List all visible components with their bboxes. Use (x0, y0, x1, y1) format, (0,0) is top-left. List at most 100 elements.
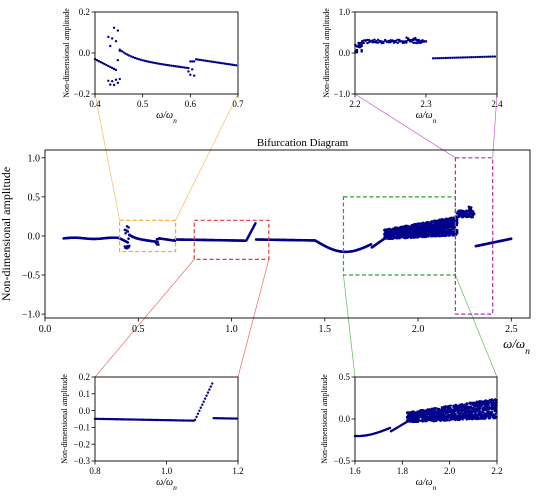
data-point (464, 408, 468, 411)
data-point (118, 48, 121, 51)
data-point (204, 59, 207, 62)
data-point (103, 62, 106, 66)
data-point (130, 55, 133, 58)
main-xtick-label: 1.5 (319, 324, 332, 335)
data-point (112, 67, 116, 71)
data-point (126, 230, 130, 233)
data-point (203, 397, 207, 400)
data-point (198, 409, 201, 412)
data-point (455, 56, 458, 59)
data-point (366, 38, 369, 42)
data-point (509, 237, 513, 241)
data-point (206, 391, 210, 394)
data-point (478, 55, 482, 59)
main-xtick-label: 0.0 (39, 324, 52, 335)
data-point (459, 56, 462, 59)
data-point (444, 56, 448, 60)
data-point (436, 57, 439, 60)
data-point (355, 48, 359, 52)
data-point (164, 63, 167, 66)
data-point (171, 64, 175, 68)
data-point (177, 65, 181, 68)
data-point (124, 231, 127, 235)
data-point (154, 61, 158, 65)
data-point (116, 29, 120, 32)
data-point (183, 66, 186, 69)
zoom-connector-line (94, 93, 120, 221)
data-point (219, 61, 223, 65)
data-point (483, 55, 486, 59)
data-point (227, 62, 230, 66)
data-point (196, 58, 200, 61)
data-point (158, 62, 162, 66)
data-point (373, 38, 376, 41)
inset4-xtick-label: 1.6 (349, 466, 361, 476)
data-point (360, 50, 363, 53)
data-point (116, 81, 120, 85)
data-point (457, 56, 460, 59)
data-point (453, 56, 456, 59)
data-point (127, 226, 130, 229)
data-point (120, 49, 123, 53)
data-point (193, 418, 197, 422)
data-point (223, 62, 226, 65)
data-point (157, 243, 160, 246)
zoom-connector-line (343, 274, 356, 378)
data-point (196, 412, 200, 415)
data-point (128, 244, 131, 248)
data-point (187, 66, 190, 70)
data-point (221, 62, 224, 65)
data-point (476, 55, 480, 59)
main-ytick-label: −1.0 (22, 310, 40, 321)
main-ytick-label: 0.0 (28, 231, 41, 242)
inset2-ytick-label: 1.0 (339, 7, 351, 17)
data-point (451, 56, 454, 59)
data-point (480, 55, 484, 59)
data-point (185, 66, 188, 69)
data-point (461, 56, 465, 59)
data-point (229, 63, 232, 66)
data-point (99, 60, 102, 64)
inset3-y-axis-label: Non-dimensional amplitude (60, 374, 69, 464)
data-point (210, 60, 213, 63)
inset2-xtick-label: 2.3 (420, 99, 432, 109)
data-point (424, 40, 428, 43)
data-point (107, 79, 110, 82)
data-point (434, 57, 437, 60)
data-point (448, 56, 452, 60)
chart-title: Bifurcation Diagram (257, 137, 349, 149)
data-point (469, 206, 473, 209)
data-point (141, 59, 144, 62)
data-point (414, 36, 417, 40)
data-point (206, 59, 209, 63)
data-point (175, 65, 179, 68)
inset2-ytick-label: −1.0 (334, 89, 351, 99)
data-point (114, 78, 118, 81)
data-point (455, 220, 459, 224)
data-point (160, 62, 163, 66)
inset-chart-1: 0.4 0.5 0.6 0.7 −0.2 0.0 0.2 ω/ωn Non-dimensiona… (62, 7, 244, 124)
data-point (431, 57, 435, 60)
data-point (187, 70, 190, 73)
data-point (392, 41, 396, 44)
inset3-ytick-label: −0.1 (74, 423, 90, 433)
inset2-xtick-label: 2.4 (491, 99, 503, 109)
inset1-data-points (93, 26, 238, 87)
inset-chart-2: 2.2 2.3 2.4 −1.0 0.0 1.0 ω/ωn Non-dimensional a… (322, 7, 503, 124)
data-point (485, 55, 488, 58)
data-point (376, 38, 380, 41)
data-point (109, 44, 112, 48)
data-point (127, 237, 130, 240)
data-point (478, 407, 482, 410)
data-point (168, 64, 171, 67)
data-point (181, 66, 184, 69)
data-point (212, 60, 215, 64)
data-point (405, 40, 408, 43)
main-plot-frame (44, 149, 531, 319)
data-point (189, 73, 192, 76)
inset3-x-axis-label: ω/ωn (156, 477, 177, 492)
data-point (407, 37, 410, 40)
data-point (443, 407, 447, 410)
inset4-ytick-label: 0.5 (339, 372, 351, 382)
data-point (234, 64, 238, 67)
